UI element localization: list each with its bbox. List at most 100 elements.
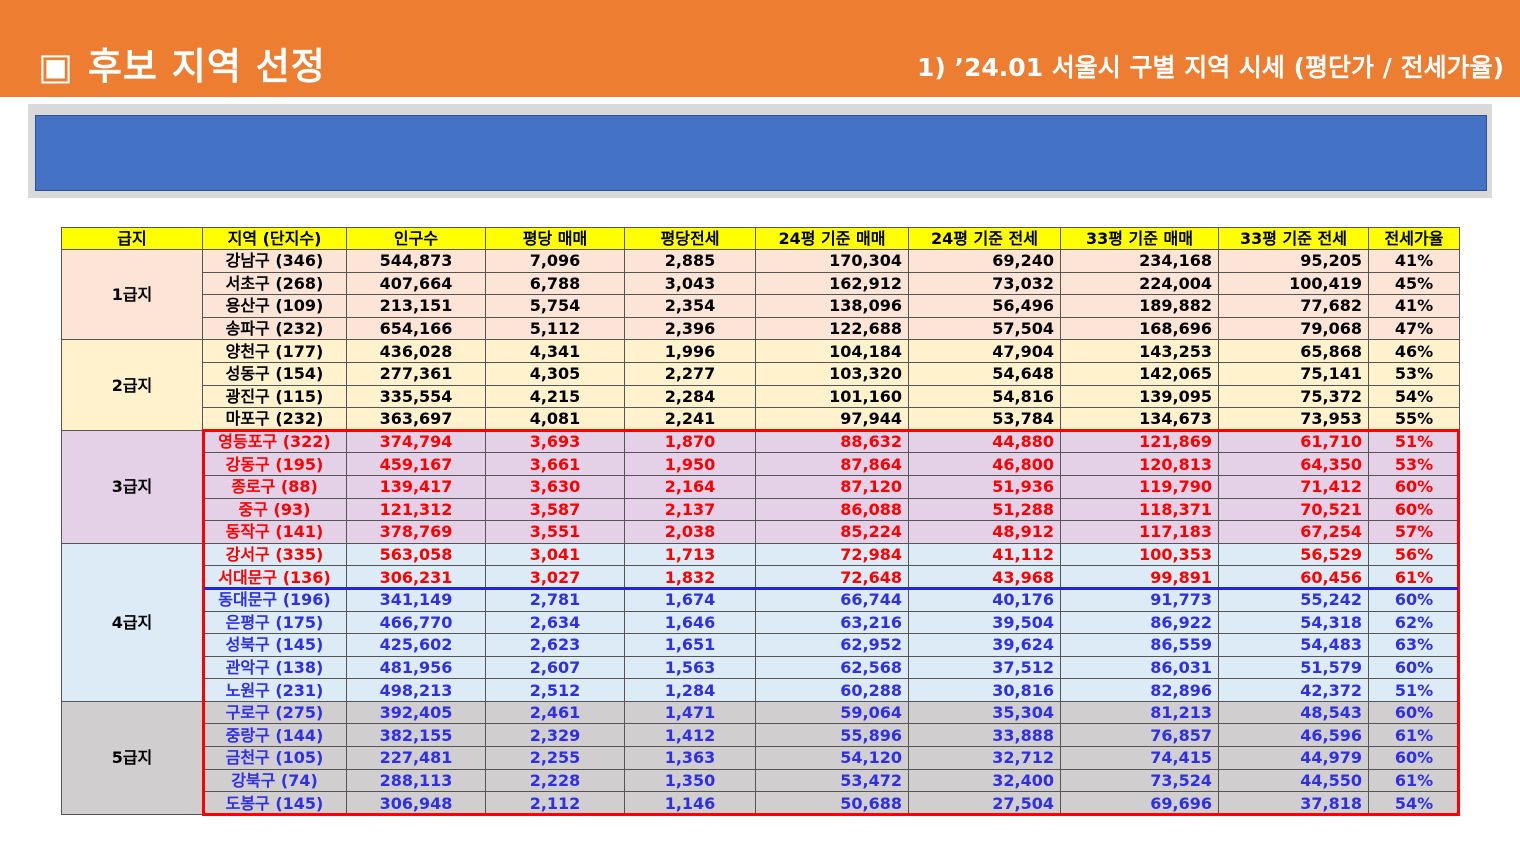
district-cell: 동작구 (141) xyxy=(202,520,347,544)
jeonse-33-cell: 95,205 xyxy=(1218,249,1369,273)
sale-24-cell: 88,632 xyxy=(755,429,909,454)
table-row: 5급지 구로구 (275) 392,405 2,461 1,471 59,064 35,30… xyxy=(61,700,1460,815)
jeonse-24-cell: 37,512 xyxy=(908,655,1061,680)
col-header-24-sale: 24평 기준 매매 xyxy=(755,227,909,250)
price-per-pyeong-cell: 3,551 xyxy=(485,520,625,544)
jeonse-ratio-cell: 60% xyxy=(1368,474,1460,499)
sale-24-cell: 62,568 xyxy=(755,655,909,680)
jeonse-33-cell: 79,068 xyxy=(1218,316,1369,341)
district-cell: 성북구 (145) xyxy=(202,633,347,657)
tier-label: 3급지 xyxy=(61,429,203,544)
jeonse-24-cell: 27,504 xyxy=(908,791,1061,815)
jeonse-ratio-cell: 62% xyxy=(1368,610,1460,635)
jeonse-33-cell: 48,543 xyxy=(1218,700,1369,725)
jeonse-ratio-cell: 61% xyxy=(1368,723,1460,748)
jeonse-33-cell: 64,350 xyxy=(1218,452,1369,476)
jeonse-per-pyeong-cell: 1,950 xyxy=(624,452,756,476)
jeonse-ratio-cell: 60% xyxy=(1368,497,1460,522)
population-cell: 563,058 xyxy=(346,542,486,567)
district-cell: 광진구 (115) xyxy=(202,384,347,409)
sale-24-cell: 122,688 xyxy=(755,316,909,341)
table-row: 서초구 (268) 407,664 6,788 3,043 162,912 73,032 2… xyxy=(62,271,1460,296)
jeonse-per-pyeong-cell: 2,137 xyxy=(624,497,756,522)
page-title: ▣ 후보 지역 선정 xyxy=(38,45,326,88)
tier-label: 4급지 xyxy=(61,542,203,702)
table-row: 도봉구 (145) 306,948 2,112 1,146 50,688 27,504 69… xyxy=(62,791,1460,815)
table-row: 송파구 (232) 654,166 5,112 2,396 122,688 57,504 1… xyxy=(62,316,1460,341)
table-row: 노원구 (231) 498,213 2,512 1,284 60,288 30,816 82… xyxy=(62,678,1460,702)
population-cell: 213,151 xyxy=(346,294,486,318)
tier-label: 5급지 xyxy=(61,700,203,815)
jeonse-24-cell: 30,816 xyxy=(908,678,1061,702)
sale-33-cell: 99,891 xyxy=(1060,565,1219,589)
jeonse-33-cell: 46,596 xyxy=(1218,723,1369,748)
jeonse-per-pyeong-cell: 1,412 xyxy=(624,723,756,748)
table-row: 성북구 (145) 425,602 2,623 1,651 62,952 39,624 86… xyxy=(62,633,1460,657)
jeonse-24-cell: 44,880 xyxy=(908,429,1061,454)
population-cell: 227,481 xyxy=(346,746,486,770)
population-cell: 481,956 xyxy=(346,655,486,680)
sale-33-cell: 86,559 xyxy=(1060,633,1219,657)
jeonse-33-cell: 67,254 xyxy=(1218,520,1369,544)
jeonse-per-pyeong-cell: 2,164 xyxy=(624,474,756,499)
price-per-pyeong-cell: 3,587 xyxy=(485,497,625,522)
sale-33-cell: 86,922 xyxy=(1060,610,1219,635)
district-cell: 중구 (93) xyxy=(202,497,347,522)
sale-33-cell: 120,813 xyxy=(1060,452,1219,476)
population-cell: 363,697 xyxy=(346,407,486,431)
price-per-pyeong-cell: 2,112 xyxy=(485,791,625,815)
population-cell: 459,167 xyxy=(346,452,486,476)
col-header-33-jeonse: 33평 기준 전세 xyxy=(1218,227,1369,250)
population-cell: 654,166 xyxy=(346,316,486,341)
jeonse-24-cell: 40,176 xyxy=(908,587,1061,612)
sale-33-cell: 143,253 xyxy=(1060,339,1219,363)
population-cell: 341,149 xyxy=(346,587,486,612)
sale-24-cell: 53,472 xyxy=(755,768,909,793)
jeonse-per-pyeong-cell: 1,471 xyxy=(624,700,756,725)
jeonse-per-pyeong-cell: 2,038 xyxy=(624,520,756,544)
sale-33-cell: 139,095 xyxy=(1060,384,1219,409)
sale-24-cell: 85,224 xyxy=(755,520,909,544)
jeonse-per-pyeong-cell: 3,043 xyxy=(624,271,756,296)
jeonse-24-cell: 32,712 xyxy=(908,746,1061,770)
price-per-pyeong-cell: 4,215 xyxy=(485,384,625,409)
sale-33-cell: 91,773 xyxy=(1060,587,1219,612)
jeonse-per-pyeong-cell: 1,870 xyxy=(624,429,756,454)
jeonse-24-cell: 35,304 xyxy=(908,700,1061,725)
jeonse-ratio-cell: 61% xyxy=(1368,768,1460,793)
district-cell: 용산구 (109) xyxy=(202,294,347,318)
sale-33-cell: 76,857 xyxy=(1060,723,1219,748)
district-cell: 서대문구 (136) xyxy=(202,565,347,589)
sale-33-cell: 82,896 xyxy=(1060,678,1219,702)
table-row: 중구 (93) 121,312 3,587 2,137 86,088 51,288 118,… xyxy=(62,497,1460,522)
sale-33-cell: 234,168 xyxy=(1060,249,1219,273)
sale-33-cell: 74,415 xyxy=(1060,746,1219,770)
price-per-pyeong-cell: 2,461 xyxy=(485,700,625,725)
jeonse-per-pyeong-cell: 2,885 xyxy=(624,249,756,273)
sale-24-cell: 97,944 xyxy=(755,407,909,431)
jeonse-33-cell: 44,979 xyxy=(1218,746,1369,770)
jeonse-24-cell: 47,904 xyxy=(908,339,1061,363)
district-cell: 종로구 (88) xyxy=(202,474,347,499)
jeonse-per-pyeong-cell: 1,350 xyxy=(624,768,756,793)
sale-24-cell: 59,064 xyxy=(755,700,909,725)
table-row: 관악구 (138) 481,956 2,607 1,563 62,568 37,512 86… xyxy=(62,655,1460,680)
table-row: 동대문구 (196) 341,149 2,781 1,674 66,744 40,176 9… xyxy=(62,587,1460,612)
district-cell: 노원구 (231) xyxy=(202,678,347,702)
jeonse-ratio-cell: 41% xyxy=(1368,249,1460,273)
jeonse-33-cell: 42,372 xyxy=(1218,678,1369,702)
col-header-population: 인구수 xyxy=(346,227,486,250)
table-row: 용산구 (109) 213,151 5,754 2,354 138,096 56,496 1… xyxy=(62,294,1460,318)
jeonse-24-cell: 46,800 xyxy=(908,452,1061,476)
sale-24-cell: 63,216 xyxy=(755,610,909,635)
jeonse-33-cell: 100,419 xyxy=(1218,271,1369,296)
jeonse-24-cell: 57,504 xyxy=(908,316,1061,341)
jeonse-per-pyeong-cell: 1,651 xyxy=(624,633,756,657)
district-cell: 서초구 (268) xyxy=(202,271,347,296)
jeonse-33-cell: 54,318 xyxy=(1218,610,1369,635)
district-cell: 관악구 (138) xyxy=(202,655,347,680)
district-cell: 마포구 (232) xyxy=(202,407,347,431)
jeonse-per-pyeong-cell: 2,396 xyxy=(624,316,756,341)
jeonse-ratio-cell: 46% xyxy=(1368,339,1460,363)
jeonse-per-pyeong-cell: 1,146 xyxy=(624,791,756,815)
